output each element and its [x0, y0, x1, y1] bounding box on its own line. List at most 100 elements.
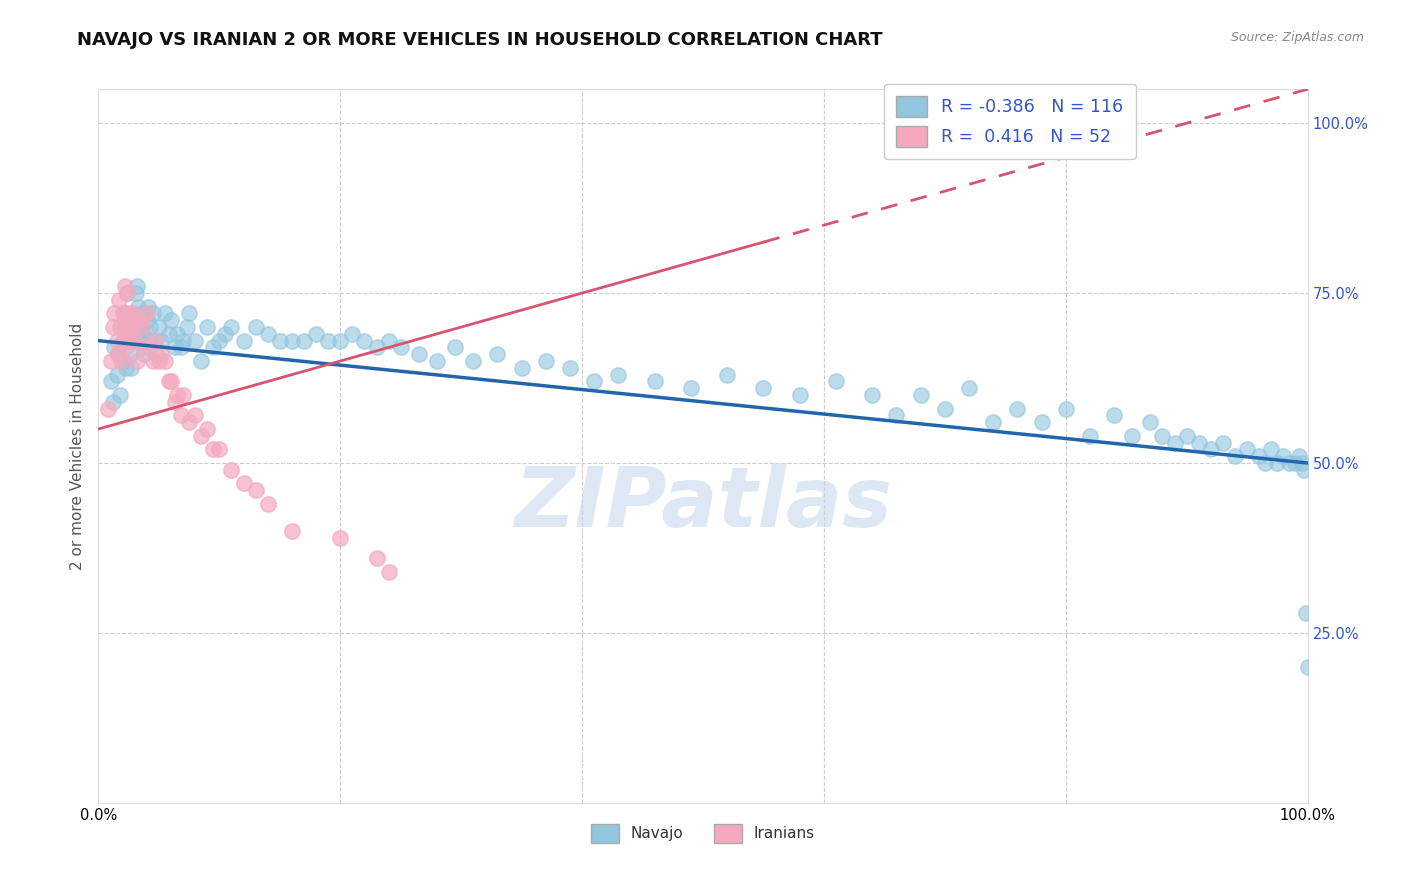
Point [221, 320, 243, 334]
Point [118, 334, 141, 348]
Point [107, 347, 129, 361]
Point [366, 551, 388, 566]
Point [115, 360, 138, 375]
Point [105, 368, 128, 382]
Point [366, 341, 388, 355]
Point [148, 320, 170, 334]
Point [115, 341, 138, 355]
Point [1288, 449, 1310, 463]
Point [160, 375, 183, 389]
Point [886, 409, 908, 423]
Point [100, 354, 122, 368]
Point [607, 368, 630, 382]
Point [934, 401, 956, 416]
Point [910, 388, 932, 402]
Point [221, 463, 243, 477]
Point [134, 341, 156, 355]
Point [316, 334, 339, 348]
Point [463, 354, 485, 368]
Point [281, 524, 304, 538]
Point [124, 334, 146, 348]
Point [179, 415, 201, 429]
Point [114, 320, 136, 334]
Point [1102, 409, 1125, 423]
Point [117, 286, 139, 301]
Point [114, 279, 136, 293]
Point [208, 334, 231, 348]
Y-axis label: 2 or more Vehicles in Household: 2 or more Vehicles in Household [70, 322, 86, 570]
Point [329, 531, 352, 545]
Point [342, 326, 364, 341]
Point [195, 320, 218, 334]
Point [583, 375, 606, 389]
Point [143, 334, 166, 348]
Point [108, 388, 131, 402]
Point [1236, 442, 1258, 457]
Point [292, 334, 315, 348]
Point [679, 381, 702, 395]
Point [125, 286, 148, 301]
Point [1152, 429, 1174, 443]
Point [114, 320, 136, 334]
Point [1078, 429, 1101, 443]
Point [190, 354, 212, 368]
Point [118, 313, 141, 327]
Point [408, 347, 430, 361]
Point [389, 341, 412, 355]
Point [1267, 456, 1289, 470]
Point [97, 401, 120, 416]
Point [789, 388, 811, 402]
Point [184, 334, 207, 348]
Point [160, 313, 183, 327]
Point [202, 341, 225, 355]
Point [245, 320, 267, 334]
Point [110, 354, 132, 368]
Point [129, 320, 152, 334]
Point [135, 313, 157, 327]
Point [143, 334, 166, 348]
Point [1007, 401, 1029, 416]
Point [256, 326, 278, 341]
Point [153, 306, 176, 320]
Text: NAVAJO VS IRANIAN 2 OR MORE VEHICLES IN HOUSEHOLD CORRELATION CHART: NAVAJO VS IRANIAN 2 OR MORE VEHICLES IN … [77, 31, 883, 49]
Point [135, 306, 157, 320]
Text: ZIPatlas: ZIPatlas [515, 463, 891, 543]
Point [1272, 449, 1295, 463]
Point [127, 300, 149, 314]
Point [1296, 660, 1319, 674]
Point [1223, 449, 1246, 463]
Point [1254, 456, 1277, 470]
Point [111, 354, 134, 368]
Point [121, 320, 143, 334]
Point [190, 429, 212, 443]
Point [1291, 456, 1313, 470]
Point [118, 347, 141, 361]
Point [107, 347, 129, 361]
Point [132, 326, 155, 341]
Point [100, 375, 122, 389]
Point [176, 320, 198, 334]
Point [150, 347, 173, 361]
Point [128, 313, 150, 327]
Point [163, 341, 186, 355]
Point [120, 320, 142, 334]
Point [118, 326, 141, 341]
Point [1188, 435, 1211, 450]
Point [108, 320, 131, 334]
Point [131, 320, 153, 334]
Point [957, 381, 980, 395]
Point [142, 354, 165, 368]
Point [281, 334, 304, 348]
Point [112, 334, 135, 348]
Point [128, 334, 150, 348]
Point [426, 354, 449, 368]
Point [1175, 429, 1198, 443]
Point [127, 354, 149, 368]
Point [163, 394, 186, 409]
Point [534, 354, 557, 368]
Point [103, 341, 125, 355]
Point [1249, 449, 1271, 463]
Point [195, 422, 218, 436]
Point [1163, 435, 1185, 450]
Point [121, 306, 143, 320]
